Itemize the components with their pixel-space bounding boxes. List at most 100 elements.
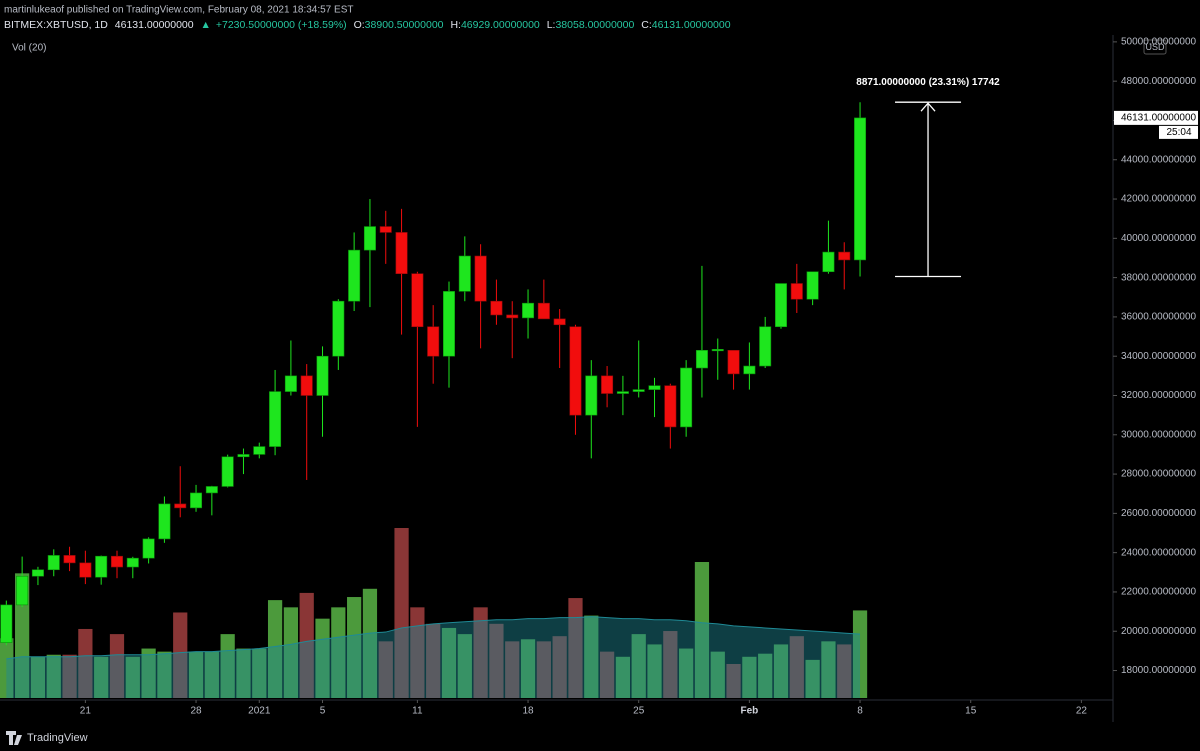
- last-price-box: [1114, 110, 1198, 125]
- y-tick-label: 28000.00000000: [1121, 469, 1197, 480]
- candle-body: [300, 375, 313, 396]
- ohlc-label: H:: [450, 19, 461, 31]
- candle-body: [31, 569, 44, 577]
- volume-bar: [267, 600, 283, 698]
- candle-body: [158, 503, 171, 540]
- candle-body: [632, 389, 645, 392]
- volume-bar: [94, 656, 109, 698]
- candles: [0, 102, 867, 646]
- volume-bar: [694, 562, 710, 698]
- volume-bar: [568, 598, 583, 698]
- volume-bar: [30, 656, 46, 698]
- candle-body: [648, 385, 661, 390]
- candle-body: [616, 391, 629, 394]
- candle-body: [190, 492, 203, 509]
- candle-body: [174, 503, 187, 509]
- candle-body: [695, 350, 708, 369]
- ohlc-label: L:: [547, 19, 556, 31]
- volume-bar: [536, 641, 551, 698]
- candle-body: [443, 291, 455, 357]
- volume-bar: [489, 623, 504, 698]
- x-tick-label: 18: [522, 706, 534, 717]
- candle-body: [537, 302, 550, 320]
- volume-bar: [331, 607, 346, 698]
- ohlc-label: O:: [354, 19, 365, 31]
- symbol: BITMEX:XBTUSD, 1D: [4, 19, 108, 31]
- candle-body: [522, 302, 535, 319]
- candle-body: [806, 271, 819, 300]
- candle-body: [411, 273, 424, 328]
- y-tick-label: 30000.00000000: [1121, 429, 1197, 440]
- y-tick-label: 22000.00000000: [1121, 587, 1197, 598]
- candle-body: [284, 375, 297, 392]
- ohlc-value: 46131.00000000: [652, 19, 731, 31]
- x-tick-label: Feb: [740, 706, 758, 717]
- volume-bar: [710, 651, 725, 698]
- ohlc-label: C:: [641, 19, 652, 31]
- currency-box: [1143, 39, 1167, 55]
- volume-bar: [347, 597, 362, 698]
- volume-bar: [283, 607, 299, 698]
- volume-bar: [679, 648, 694, 698]
- x-tick-label: 2021: [248, 706, 271, 717]
- candle-body: [379, 226, 392, 233]
- change: +7230.50000000 (+18.59%): [216, 19, 347, 31]
- volume-bar: [204, 651, 219, 698]
- volume-bar: [789, 636, 804, 698]
- y-tick-label: 42000.00000000: [1121, 194, 1197, 205]
- countdown-box: [1159, 125, 1198, 139]
- volume-bar: [252, 648, 267, 698]
- volume-pane: [0, 528, 868, 698]
- candle-body: [711, 349, 724, 352]
- volume-bar: [726, 664, 741, 698]
- candle-body: [474, 255, 487, 302]
- currency: USD: [1145, 42, 1165, 52]
- candle-body: [332, 300, 345, 357]
- volume-bar: [520, 639, 536, 698]
- candle-body: [95, 555, 108, 578]
- x-tick-label: 8: [857, 706, 863, 717]
- x-tick-label: 25: [633, 706, 645, 717]
- last-value: 46131.00000000: [115, 19, 194, 31]
- candle-body: [142, 538, 155, 559]
- publisher-line: martinlukeaof published on TradingView.c…: [4, 5, 353, 16]
- candle-body: [269, 391, 282, 447]
- y-tick-label: 26000.00000000: [1121, 508, 1197, 519]
- candle-body: [680, 367, 693, 428]
- ohlc-value: 38058.00000000: [555, 19, 634, 31]
- candle-body: [363, 226, 376, 251]
- y-tick-label: 38000.00000000: [1121, 272, 1197, 283]
- measure-label: 8871.00000000 (23.31%) 17742: [856, 77, 1000, 88]
- candle-body: [205, 486, 218, 494]
- y-tick-label: 44000.00000000: [1121, 154, 1197, 165]
- brand-logo: [6, 731, 22, 745]
- candle-body: [221, 456, 234, 487]
- volume-bar: [173, 612, 188, 698]
- volume-bar: [599, 651, 615, 698]
- candle-body: [0, 604, 13, 643]
- measure-arrowhead: [920, 102, 936, 112]
- volume-bar: [805, 659, 820, 698]
- volume-bar: [505, 641, 520, 698]
- candle-body: [79, 562, 92, 578]
- symbol-line: BITMEX:XBTUSD, 1D 46131.00000000 ▲ +7230…: [4, 19, 731, 31]
- candle-body: [553, 318, 566, 326]
- volume-bar: [457, 634, 472, 698]
- volume-bar: [552, 636, 567, 698]
- volume-bar: [410, 607, 425, 698]
- x-tick-label: 22: [1076, 706, 1088, 717]
- candle-body: [237, 454, 250, 458]
- candle-body: [316, 355, 329, 396]
- candle-body: [585, 375, 598, 416]
- y-tick-label: 18000.00000000: [1121, 665, 1197, 676]
- y-tick-label: 50000.00000000: [1121, 37, 1197, 48]
- countdown: 25:04: [1166, 127, 1191, 138]
- candle-body: [253, 446, 266, 455]
- y-tick-label: 20000.00000000: [1121, 626, 1197, 637]
- candle-body: [506, 314, 519, 319]
- candle-body: [47, 555, 60, 571]
- candle-body: [458, 255, 471, 292]
- volume-bar: [78, 628, 93, 698]
